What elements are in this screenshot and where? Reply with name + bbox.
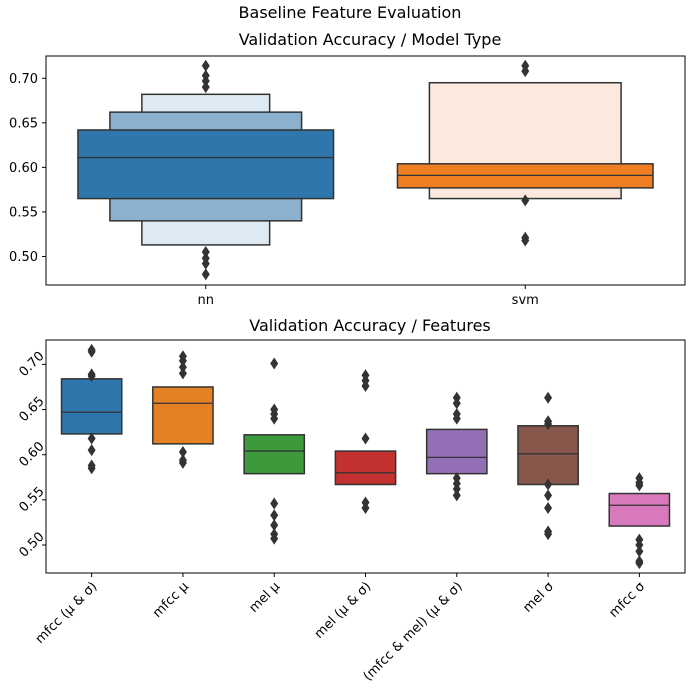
features-outlier-marker <box>452 489 461 502</box>
model-type-outlier-marker <box>521 194 530 207</box>
features-xtick-label: mel σ <box>520 579 557 616</box>
features-outlier-marker <box>452 412 461 425</box>
features-box-level-0 <box>334 450 397 486</box>
features-outlier-marker <box>452 483 461 496</box>
features-outlier-marker <box>87 462 96 475</box>
features-outlier-marker <box>178 361 187 374</box>
features-outlier-marker <box>361 501 370 514</box>
features-box-level-0 <box>425 428 488 475</box>
features-outlier-marker <box>635 557 644 570</box>
features-box-level-0 <box>608 492 671 527</box>
model-type-ytick-label: 0.55 <box>9 205 38 220</box>
model-type-outlier-marker <box>201 257 210 270</box>
features-panel: Validation Accuracy / Features 0.500.550… <box>16 316 686 684</box>
features-box-level-0 <box>60 378 123 435</box>
features-outlier-marker <box>544 528 553 541</box>
model-type-outlier-marker <box>201 74 210 87</box>
features-outlier-marker <box>270 509 279 522</box>
features-xtick-label: mel μ <box>246 579 283 616</box>
features-outlier-marker <box>270 532 279 545</box>
model-type-outlier-marker <box>201 246 210 259</box>
features-outlier-marker <box>544 391 553 404</box>
features-box-level-0 <box>152 386 214 445</box>
features-outlier-marker <box>87 432 96 445</box>
model-type-outlier-marker <box>201 268 210 281</box>
features-outlier-marker <box>270 357 279 370</box>
features-outlier-marker <box>178 445 187 458</box>
features-box-level-0 <box>517 425 579 486</box>
features-box-level-0 <box>243 434 306 475</box>
features-outlier-marker <box>544 417 553 430</box>
model-type-ytick-label: 0.60 <box>9 161 38 176</box>
model-type-outlier-marker <box>201 81 210 94</box>
model-type-xtick-label: nn <box>198 293 214 308</box>
model-type-ytick-label: 0.65 <box>9 116 38 131</box>
features-xtick-label: (mfcc & mel) (μ & σ) <box>361 579 466 684</box>
model-type-title: Validation Accuracy / Model Type <box>239 30 502 49</box>
model-type-box-level-0 <box>77 129 335 200</box>
features-outlier-marker <box>544 478 553 491</box>
features-outlier-marker <box>270 519 279 532</box>
features-xtick-label: mfcc (μ & σ) <box>33 579 101 647</box>
features-outlier-marker <box>361 432 370 445</box>
features-outlier-marker <box>178 456 187 469</box>
features-outlier-marker <box>178 367 187 380</box>
model-type-panel: Validation Accuracy / Model Type 0.50 0.5… <box>9 30 686 308</box>
features-outlier-marker <box>270 412 279 425</box>
model-type-ytick-label: 0.70 <box>9 72 38 87</box>
features-outlier-marker <box>635 479 644 492</box>
model-type-axes-frame <box>45 55 686 286</box>
features-outlier-marker <box>87 370 96 383</box>
features-outlier-marker <box>544 489 553 502</box>
features-outlier-marker <box>178 354 187 367</box>
model-type-outlier-marker <box>201 59 210 72</box>
features-xtick-label: mfcc μ <box>150 579 192 621</box>
features-title: Validation Accuracy / Features <box>249 316 491 335</box>
model-type-xtick-label: svm <box>512 293 539 308</box>
figure-suptitle: Baseline Feature Evaluation <box>239 3 462 22</box>
features-outlier-marker <box>635 539 644 552</box>
features-xtick-label: mel (μ & σ) <box>312 579 375 642</box>
model-type-outlier-marker <box>521 65 530 78</box>
features-xtick-label: mfcc σ <box>607 579 649 621</box>
features-outlier-marker <box>87 444 96 457</box>
features-outlier-marker <box>544 501 553 514</box>
model-type-ytick-label: 0.50 <box>9 250 38 265</box>
features-outlier-marker <box>87 345 96 358</box>
features-outlier-marker <box>452 397 461 410</box>
model-type-outlier-marker <box>521 234 530 247</box>
features-outlier-marker <box>361 380 370 393</box>
features-outlier-marker <box>270 497 279 510</box>
features-outlier-marker <box>635 545 644 558</box>
